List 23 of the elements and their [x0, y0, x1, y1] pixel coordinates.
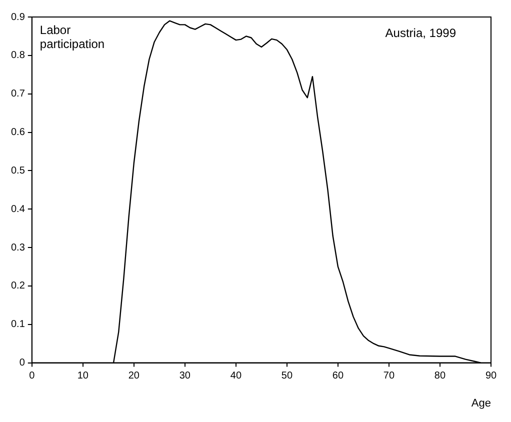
y-tick-label: 0.3 [10, 242, 26, 254]
x-tick-label: 50 [281, 370, 293, 382]
x-axis-title: Age [471, 397, 491, 410]
x-tick-label: 40 [230, 370, 242, 382]
y-tick-label: 0.7 [10, 88, 26, 100]
x-tick-label: 80 [434, 370, 446, 382]
annotation: Labor participation [40, 23, 105, 51]
y-tick-label: 0.8 [10, 50, 26, 62]
y-tick-label: 0.5 [10, 165, 26, 176]
y-tick-label: 0.2 [10, 280, 26, 292]
y-tick-label: 0.1 [10, 319, 26, 330]
x-tick-label: 70 [383, 370, 395, 382]
y-tick-label: 0.6 [10, 127, 26, 138]
y-tick-label: 0.9 [10, 12, 26, 23]
x-tick-label: 0 [29, 370, 36, 382]
x-tick-label: 10 [77, 370, 89, 382]
y-tick-label: 0 [19, 358, 26, 369]
x-tick-label: 30 [179, 370, 191, 382]
x-tick-label: 60 [332, 370, 344, 382]
x-tick-label: 90 [485, 370, 497, 382]
y-tick-label: 0.4 [10, 204, 26, 215]
x-tick-label: 20 [128, 370, 140, 382]
annotation: Austria, 1999 [385, 26, 456, 40]
